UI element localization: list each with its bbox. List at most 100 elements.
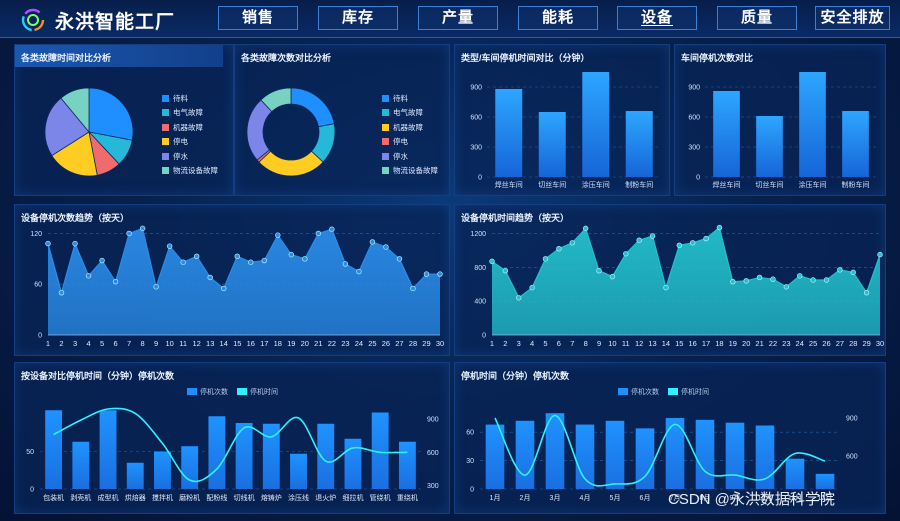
daily-stop-count-xtick: 5 (100, 339, 104, 348)
nav-tab-production[interactable]: 产量 (418, 6, 498, 30)
daily-stop-count-point (315, 230, 322, 237)
nav-tab-equipment[interactable]: 设备 (617, 6, 697, 30)
fault-time-pie-legend-item[interactable]: 机器故障 (162, 120, 218, 135)
equipment-stop-bar (181, 446, 199, 489)
workshop-stop-count-bar (713, 91, 740, 177)
fault-time-pie-legend-item[interactable]: 停电 (162, 135, 218, 150)
daily-stop-time-point (730, 278, 736, 285)
equipment-stop-legend-label: 停机时间 (250, 387, 278, 396)
daily-stop-time-point (689, 240, 696, 246)
daily-stop-time-xtick: 12 (635, 339, 643, 348)
daily-stop-time-title: 设备停机时间趋势（按天） (461, 213, 570, 223)
legend-swatch-icon (382, 123, 389, 131)
nav-tab-energy[interactable]: 能耗 (518, 6, 598, 30)
daily-stop-count-point (396, 256, 403, 262)
workshop-stop-time-ytick: 600 (470, 115, 482, 122)
monthly-stop-xtick: 7月 (670, 494, 681, 502)
equipment-stop-xtick: 剥壳机 (70, 493, 91, 502)
equipment-stop-xtick: 细拉机 (342, 493, 363, 502)
legend-swatch-icon (382, 109, 389, 117)
equipment-stop-bar (344, 438, 362, 489)
daily-stop-time-xtick: 17 (702, 339, 710, 348)
daily-stop-count-point (248, 259, 254, 265)
daily-stop-time-point (502, 267, 509, 274)
legend-label: 停电 (173, 137, 188, 147)
fault-count-donut-legend-item[interactable]: 电气故障 (382, 106, 438, 121)
daily-stop-count-xtick: 2 (59, 339, 63, 348)
monthly-stop-curve (494, 414, 826, 487)
monthly-stop-bar (755, 425, 775, 489)
fault-count-donut-legend-item[interactable]: 待料 (382, 91, 438, 106)
workshop-stop-time-xtick: 焊丝车间 (495, 180, 523, 189)
fault-count-donut-legend-item[interactable]: 机器故障 (382, 120, 438, 135)
daily-stop-time-ytick: 0 (482, 333, 486, 340)
workshop-stop-time-bar (538, 112, 566, 177)
daily-stop-count-xtick: 22 (328, 339, 336, 348)
daily-stop-count-area (48, 228, 440, 335)
monthly-stop-xtick: 1月 (490, 494, 501, 502)
daily-stop-count-point (423, 271, 430, 277)
fault-time-pie-legend-item[interactable]: 待料 (162, 91, 218, 106)
equipment-stop-panel: 按设备对比停机时间（分钟）停机次数 0 50 300 600 900 包装机 剥壳机 成型机烘… (14, 362, 450, 514)
monthly-stop-bar (665, 417, 685, 489)
monthly-stop-bar (545, 413, 565, 489)
daily-stop-time-point (797, 273, 803, 279)
brand-logo-icon (21, 8, 45, 32)
monthly-stop-bar (695, 419, 715, 489)
fault-count-donut-title: 各类故障次数对比分析 (241, 53, 332, 63)
daily-stop-time-xtick: 18 (715, 339, 723, 348)
workshop-stop-count-xtick: 切丝车间 (756, 180, 784, 189)
equipment-stop-legend-swatch-icon (237, 388, 247, 395)
nav-tab-quality[interactable]: 质量 (717, 6, 797, 30)
fault-time-pie-slice (88, 87, 134, 141)
workshop-stop-time-ytick: 900 (470, 85, 482, 92)
daily-stop-time-xtick: 5 (543, 339, 547, 348)
equipment-stop-legend-swatch-icon (187, 388, 197, 395)
monthly-stop-xtick: 8月 (700, 494, 711, 502)
nav-tab-safety-emission[interactable]: 安全排放 (815, 6, 890, 30)
fault-count-donut-legend-item[interactable]: 物流设备故障 (382, 164, 438, 179)
daily-stop-count-xtick: 1 (46, 339, 50, 348)
fault-time-pie-slice (44, 97, 90, 157)
monthly-stop-bar (515, 420, 535, 489)
daily-stop-count-point (153, 284, 159, 290)
daily-stop-time-xtick: 24 (796, 339, 804, 348)
fault-time-pie-legend-item[interactable]: 停水 (162, 149, 218, 164)
monthly-stop-legend-label: 停机时间 (681, 387, 709, 396)
daily-stop-time-point (823, 277, 830, 283)
equipment-stop-xtick: 涂压线 (288, 493, 309, 502)
daily-stop-count-ytick: 0 (38, 333, 42, 340)
equipment-stop-bar (99, 410, 117, 489)
legend-swatch-icon (162, 152, 169, 160)
fault-time-pie-legend-item[interactable]: 电气故障 (162, 106, 218, 121)
equipment-stop-xtick: 配粉线 (206, 493, 227, 502)
workshop-stop-count-xtick: 涂压车间 (799, 180, 827, 189)
daily-stop-count-xtick: 18 (274, 339, 282, 348)
workshop-stop-count-chart: 0 300 600 900 焊丝车间 切丝车间 涂压车间 制粉车间 (688, 72, 877, 189)
monthly-stop-bar (785, 458, 805, 489)
daily-stop-time-xtick: 16 (689, 339, 697, 348)
daily-stop-count-xtick: 3 (73, 339, 77, 348)
fault-time-pie-legend-item[interactable]: 物流设备故障 (162, 164, 218, 179)
legend-label: 停电 (393, 137, 408, 147)
workshop-stop-time-xtick: 涂压车间 (582, 180, 610, 189)
nav-tab-inventory[interactable]: 库存 (318, 6, 398, 30)
legend-label: 机器故障 (173, 122, 203, 132)
daily-stop-count-point (275, 232, 281, 238)
fault-count-donut-legend-item[interactable]: 停水 (382, 149, 438, 164)
fault-count-donut-legend: 待料 电气故障 机器故障停电停水物流设备故障 (382, 91, 438, 178)
fault-time-pie-slice (60, 87, 90, 134)
daily-stop-count-xtick: 20 (301, 339, 309, 348)
daily-stop-time-point (542, 256, 549, 262)
legend-label: 物流设备故障 (393, 166, 438, 176)
fault-count-donut-legend-item[interactable]: 停电 (382, 135, 438, 150)
daily-stop-time-point (877, 251, 883, 258)
daily-stop-time-xtick: 3 (517, 339, 521, 348)
daily-stop-time-point (649, 233, 656, 239)
daily-stop-time-point (489, 258, 495, 265)
monthly-stop-xtick: 9月 (730, 494, 741, 502)
nav-tab-sales[interactable]: 销售 (218, 6, 298, 30)
equipment-stop-curve (53, 407, 408, 483)
daily-stop-time-point (556, 245, 562, 252)
